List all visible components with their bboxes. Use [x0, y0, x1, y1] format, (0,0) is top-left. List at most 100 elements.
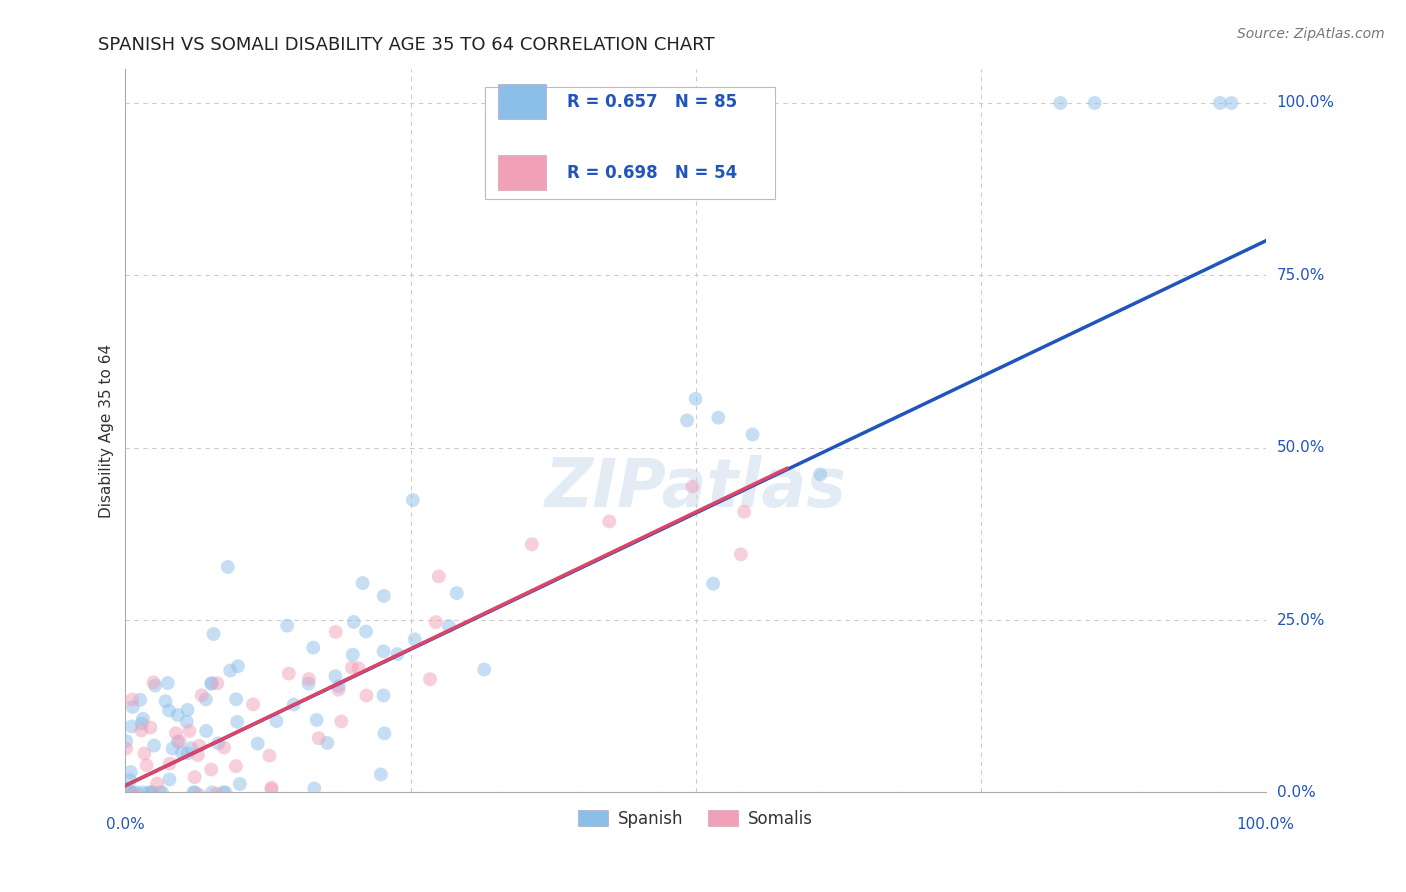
- Point: [120, 828, 142, 842]
- Point: [162, 741, 184, 756]
- Point: [156, 676, 179, 690]
- Point: [183, 770, 205, 784]
- Point: [373, 589, 395, 603]
- Point: [325, 624, 347, 639]
- Point: [135, 758, 157, 772]
- Text: 0.0%: 0.0%: [105, 817, 145, 832]
- FancyBboxPatch shape: [498, 85, 546, 120]
- Point: [139, 721, 162, 735]
- Point: [181, 785, 204, 799]
- Point: [302, 640, 325, 655]
- Point: [188, 739, 211, 753]
- Point: [370, 767, 392, 781]
- Point: [308, 731, 330, 746]
- Legend: Spanish, Somalis: Spanish, Somalis: [571, 804, 820, 835]
- Point: [404, 632, 426, 647]
- Point: [676, 413, 699, 427]
- Point: [427, 569, 450, 583]
- Point: [121, 785, 143, 799]
- Point: [205, 787, 228, 801]
- Point: [150, 785, 173, 799]
- Point: [121, 785, 143, 799]
- Point: [685, 392, 707, 406]
- Point: [138, 785, 160, 799]
- Point: [446, 586, 468, 600]
- Point: [1209, 95, 1232, 110]
- Point: [316, 736, 339, 750]
- Point: [219, 664, 242, 678]
- Text: 0.0%: 0.0%: [1277, 785, 1316, 800]
- Text: R = 0.657   N = 85: R = 0.657 N = 85: [567, 93, 737, 111]
- Point: [328, 679, 350, 693]
- Point: [200, 763, 222, 777]
- Point: [259, 748, 281, 763]
- Point: [190, 688, 212, 702]
- Point: [121, 692, 143, 706]
- Point: [169, 838, 191, 853]
- Point: [730, 547, 752, 561]
- Point: [373, 644, 395, 658]
- Point: [298, 676, 321, 690]
- Text: 100.0%: 100.0%: [1237, 817, 1295, 832]
- Point: [170, 746, 193, 760]
- Point: [741, 427, 763, 442]
- Point: [114, 838, 136, 853]
- Point: [166, 708, 188, 723]
- Point: [143, 739, 166, 753]
- Point: [141, 785, 163, 799]
- Point: [472, 663, 495, 677]
- Point: [187, 748, 209, 763]
- Point: [121, 700, 143, 714]
- FancyBboxPatch shape: [498, 155, 546, 190]
- Point: [207, 676, 229, 690]
- Point: [808, 467, 831, 482]
- Point: [347, 661, 370, 675]
- Point: [225, 692, 247, 706]
- Point: [115, 741, 138, 756]
- Point: [356, 689, 378, 703]
- Point: [129, 692, 152, 706]
- Point: [702, 576, 724, 591]
- Point: [134, 747, 156, 761]
- Point: [176, 714, 198, 729]
- Point: [681, 480, 703, 494]
- Point: [179, 723, 201, 738]
- Point: [354, 624, 377, 639]
- Point: [122, 788, 145, 802]
- Point: [225, 759, 247, 773]
- Point: [169, 734, 191, 748]
- Point: [340, 660, 363, 674]
- Point: [155, 694, 177, 708]
- Point: [214, 785, 236, 799]
- Point: [132, 840, 155, 855]
- Point: [136, 802, 159, 816]
- Point: [125, 785, 148, 799]
- Point: [298, 672, 321, 686]
- Point: [194, 805, 217, 819]
- Point: [387, 647, 409, 661]
- Point: [207, 736, 229, 750]
- Point: [131, 723, 153, 738]
- Point: [176, 746, 198, 760]
- Point: [201, 785, 224, 799]
- Text: 100.0%: 100.0%: [1277, 95, 1334, 111]
- FancyBboxPatch shape: [485, 87, 775, 199]
- Point: [707, 410, 730, 425]
- Point: [520, 537, 543, 551]
- Point: [118, 785, 141, 799]
- Point: [165, 726, 187, 740]
- Point: [260, 780, 283, 795]
- Point: [437, 619, 460, 633]
- Point: [166, 734, 188, 748]
- Point: [373, 726, 395, 740]
- Y-axis label: Disability Age 35 to 64: Disability Age 35 to 64: [100, 343, 114, 517]
- Point: [1220, 95, 1243, 110]
- Point: [733, 505, 755, 519]
- Point: [276, 618, 298, 632]
- Point: [118, 797, 141, 812]
- Point: [121, 719, 143, 733]
- Point: [352, 576, 374, 591]
- Point: [242, 698, 264, 712]
- Point: [1049, 95, 1071, 110]
- Point: [212, 785, 235, 799]
